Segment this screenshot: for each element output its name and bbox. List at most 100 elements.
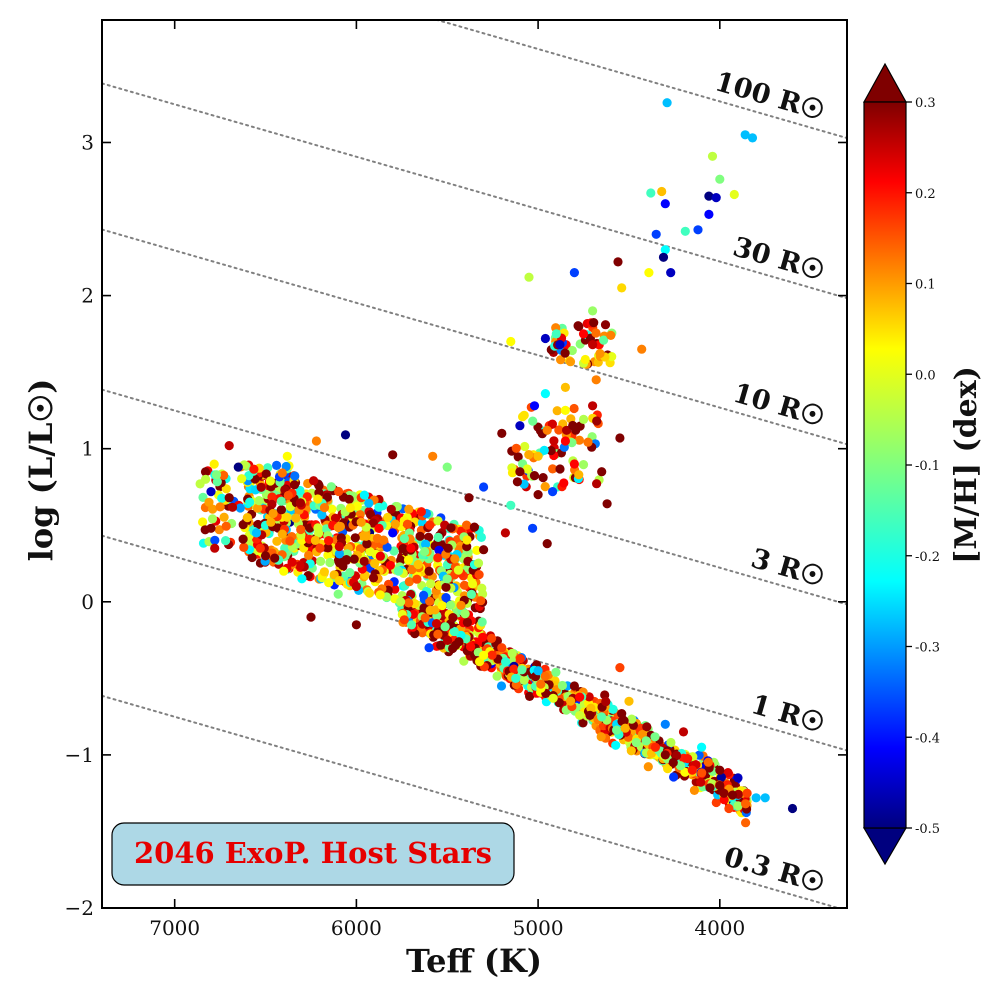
data-point (548, 464, 558, 474)
data-point (365, 547, 375, 557)
data-point (723, 768, 733, 778)
data-point (600, 320, 611, 330)
data-point (729, 189, 739, 200)
data-point (741, 799, 751, 809)
data-point (253, 503, 263, 513)
data-point (406, 620, 417, 630)
data-point (389, 546, 399, 556)
data-point (315, 543, 325, 553)
data-point (705, 783, 715, 793)
data-point (615, 433, 625, 443)
data-point (478, 632, 488, 642)
data-point (575, 692, 585, 702)
y-tick-label: 0 (81, 590, 94, 614)
data-point (704, 191, 714, 201)
data-point (404, 598, 414, 608)
data-point (399, 534, 409, 544)
data-point (277, 468, 287, 478)
data-point (733, 801, 743, 811)
data-point (313, 523, 323, 533)
data-point (210, 543, 220, 553)
data-point (415, 531, 425, 541)
data-point (327, 504, 337, 514)
data-point (413, 559, 423, 570)
data-point (517, 665, 527, 675)
data-point (368, 518, 378, 528)
data-point (442, 462, 452, 472)
data-point (219, 512, 229, 522)
data-point (441, 582, 451, 592)
data-point (579, 414, 589, 424)
data-point (399, 615, 409, 625)
data-point (324, 536, 334, 546)
data-point (276, 496, 286, 506)
data-point (406, 543, 416, 553)
data-point (209, 459, 219, 469)
data-point (456, 600, 466, 611)
data-point (515, 654, 525, 664)
data-point (506, 500, 516, 510)
data-point (221, 536, 231, 546)
data-point (436, 640, 446, 650)
data-point (242, 513, 252, 523)
data-point (597, 712, 607, 722)
data-point (323, 543, 333, 553)
data-point (660, 199, 670, 209)
data-point (724, 803, 734, 814)
data-point (651, 229, 661, 239)
data-point (260, 551, 271, 561)
data-point (322, 492, 332, 502)
data-point (441, 593, 451, 603)
data-point (295, 561, 305, 571)
colorbar-tick-label: -0.4 (915, 731, 940, 746)
data-point (540, 389, 551, 399)
data-point (787, 803, 798, 814)
data-point (597, 467, 607, 477)
data-point (551, 667, 561, 677)
data-point (560, 348, 570, 358)
data-point (386, 504, 396, 514)
data-point (496, 681, 507, 691)
data-point (323, 550, 333, 560)
data-point (462, 542, 472, 552)
data-point (578, 460, 589, 470)
data-point (404, 504, 414, 514)
data-point (283, 490, 293, 501)
data-point (251, 528, 262, 538)
data-point (206, 487, 216, 497)
data-point (507, 648, 517, 659)
data-point (569, 403, 579, 414)
data-point (319, 567, 329, 577)
data-point (334, 541, 344, 552)
data-point (334, 486, 344, 497)
data-point (349, 554, 359, 564)
data-point (608, 704, 618, 715)
data-point (637, 344, 647, 354)
data-point (345, 568, 355, 578)
data-point (524, 272, 534, 282)
data-point (619, 716, 629, 726)
data-point (398, 543, 408, 554)
data-point (588, 401, 598, 411)
data-point (425, 520, 435, 530)
data-point (687, 765, 697, 775)
data-point (519, 410, 529, 420)
data-point (540, 333, 551, 344)
data-point (233, 462, 243, 472)
data-point (472, 545, 482, 556)
data-point (424, 532, 434, 542)
data-point (683, 754, 693, 764)
data-point (402, 519, 413, 529)
data-point (407, 565, 417, 575)
data-point (334, 549, 344, 559)
data-point (462, 520, 472, 530)
y-tick-label: 1 (81, 437, 94, 461)
data-point (464, 493, 474, 503)
data-point (272, 460, 282, 470)
data-point (195, 479, 205, 489)
data-point (602, 499, 612, 509)
data-point (466, 589, 477, 600)
data-point (412, 574, 422, 584)
x-tick-label: 6000 (331, 916, 382, 940)
data-point (575, 710, 585, 720)
